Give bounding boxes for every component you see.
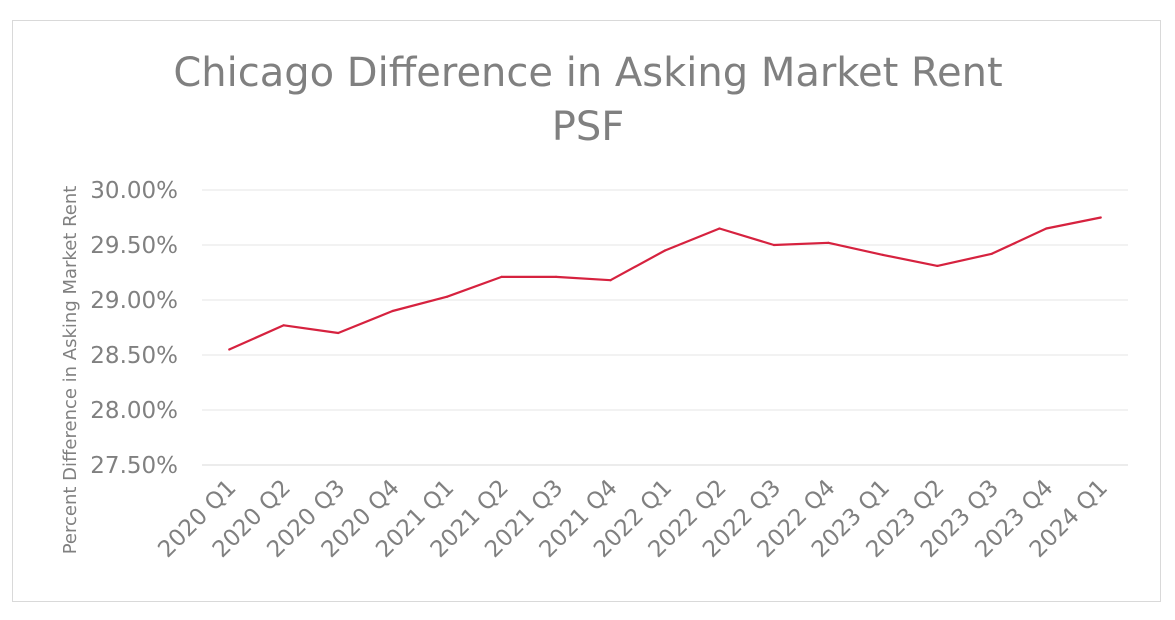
data-point <box>391 309 394 313</box>
chart-title-line-2: PSF <box>552 104 625 150</box>
gridlines <box>202 189 1128 466</box>
y-tick-label: 29.00% <box>90 288 178 314</box>
data-point <box>337 331 340 335</box>
data-point <box>1099 216 1102 219</box>
data-point <box>500 275 503 278</box>
data-point <box>446 295 449 298</box>
data-point <box>1045 227 1048 230</box>
y-tick-label: 29.50% <box>90 233 178 259</box>
series-line <box>228 216 1102 351</box>
chart-title-line-1: Chicago Difference in Asking Market Rent <box>173 50 1002 96</box>
y-tick-labels: 27.50% 28.00% 28.50% 29.00% 29.50% 30.00% <box>90 178 178 479</box>
data-point <box>990 252 993 255</box>
data-point <box>772 243 776 247</box>
data-point <box>663 249 667 252</box>
y-tick-label: 28.50% <box>90 343 178 369</box>
data-point <box>282 324 285 327</box>
chart-frame <box>12 20 1161 602</box>
data-point <box>881 253 884 256</box>
y-tick-label: 30.00% <box>90 178 178 204</box>
y-tick-label: 27.50% <box>90 453 178 479</box>
data-point <box>827 241 830 244</box>
data-point <box>609 279 612 282</box>
series-layer <box>228 216 1102 351</box>
data-point <box>718 227 721 230</box>
data-point <box>554 275 558 278</box>
y-tick-label: 28.00% <box>90 398 178 424</box>
data-point <box>228 348 231 351</box>
y-axis-label: Percent Difference in Asking Market Rent <box>60 186 81 555</box>
data-point <box>936 264 939 267</box>
